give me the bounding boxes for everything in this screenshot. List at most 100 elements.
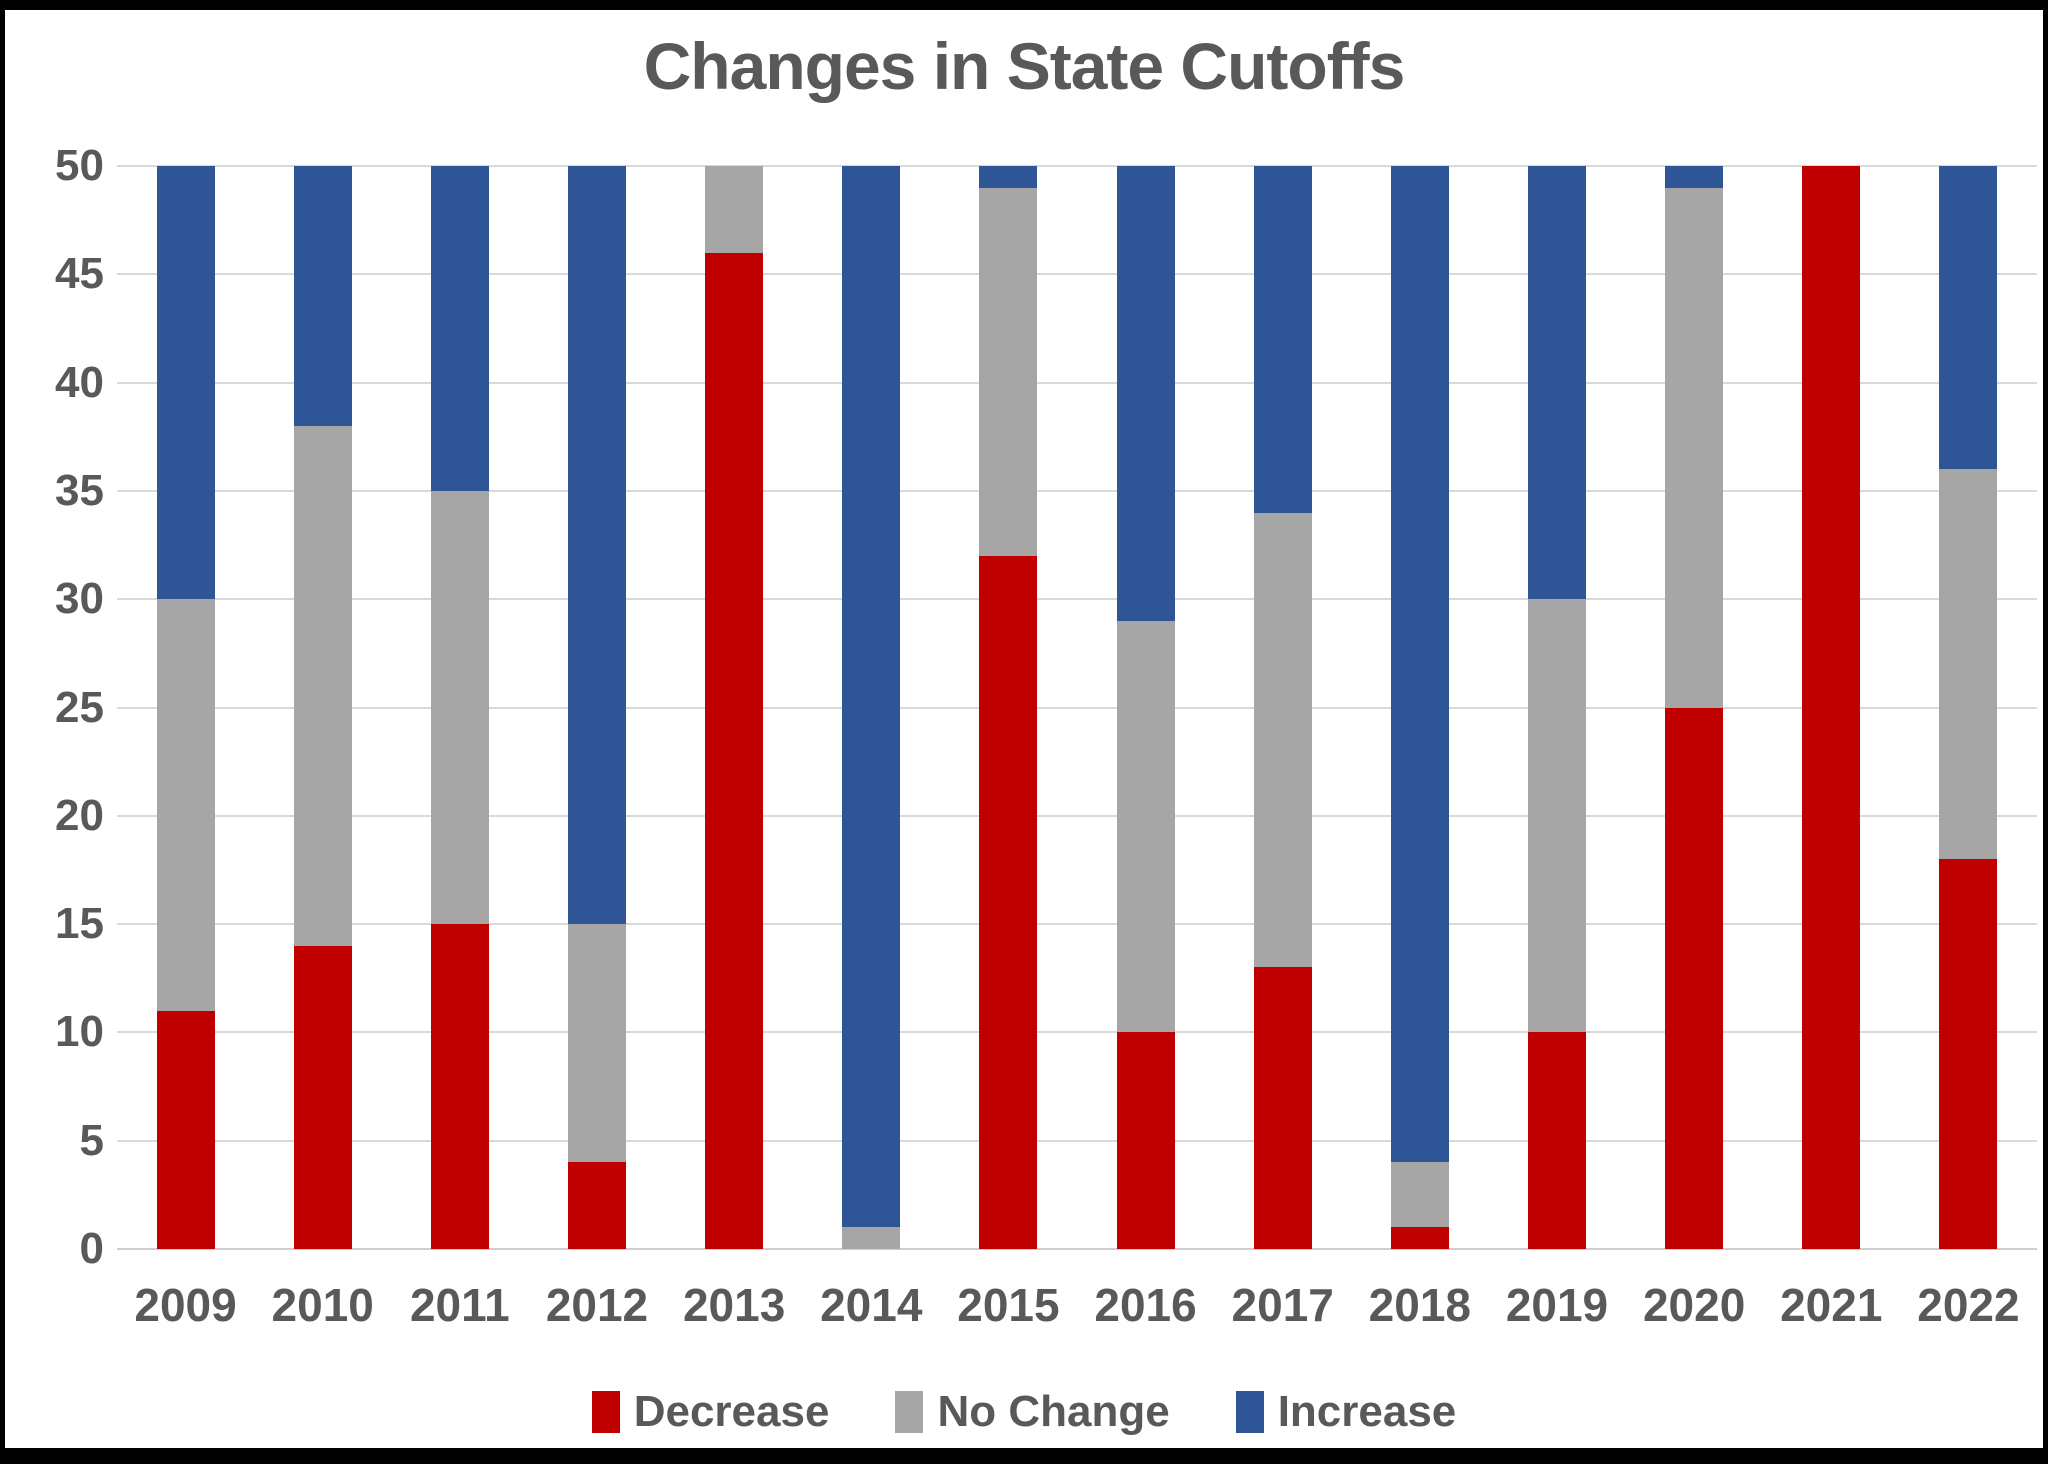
chart-title: Changes in State Cutoffs [643, 29, 1406, 103]
bar-segment-decrease [1390, 1227, 1449, 1249]
gridline [117, 165, 2037, 167]
gridline [117, 381, 2037, 384]
bar-segment-increase [979, 166, 1038, 188]
legend: Decrease No Change Increase [0, 1384, 2048, 1440]
gridline [117, 706, 2037, 709]
bar-2019 [1528, 166, 1586, 1249]
legend-marker-increase [1235, 1391, 1264, 1433]
bar-2009 [156, 166, 215, 1249]
plot-area [117, 165, 2037, 1250]
bar-segment-no-change [156, 599, 215, 1011]
bar-segment-increase [1665, 166, 1724, 188]
bar-segment-no-change [842, 1227, 901, 1249]
x-axis-label: 2018 [1368, 1279, 1472, 1331]
legend-item-decrease: Decrease [591, 1387, 830, 1437]
bar-2020 [1665, 166, 1724, 1249]
y-axis-label: 25 [55, 682, 104, 732]
y-axis-label: 0 [79, 1224, 104, 1273]
bar-segment-increase [156, 166, 215, 600]
bar-segment-increase [1939, 166, 1998, 470]
bar-segment-decrease [1253, 967, 1312, 1249]
bar-segment-decrease [1939, 859, 1998, 1249]
bar-2013 [705, 166, 764, 1249]
legend-marker-no-change [895, 1391, 924, 1433]
bar-segment-no-change [430, 490, 489, 925]
bar-segment-no-change [1253, 512, 1312, 968]
bar-segment-increase [1253, 166, 1312, 513]
y-axis-label: 20 [55, 790, 104, 840]
bar-segment-decrease [979, 555, 1038, 1249]
bar-segment-decrease [1802, 166, 1861, 1249]
bar-segment-increase [568, 166, 626, 925]
bar-2010 [293, 166, 352, 1249]
bar-2021 [1802, 166, 1861, 1249]
bar-segment-decrease [430, 924, 489, 1249]
bar-2016 [1116, 166, 1175, 1249]
legend-marker-decrease [591, 1391, 620, 1433]
x-axis-label: 2009 [134, 1279, 237, 1331]
y-axis-label: 10 [55, 1007, 104, 1057]
gridline [117, 489, 2037, 492]
bar-segment-decrease [1665, 707, 1724, 1249]
legend-label: Decrease [633, 1387, 830, 1436]
bar-segment-increase [430, 166, 489, 491]
bar-2014 [842, 166, 901, 1249]
gridline [117, 273, 2037, 276]
bar-segment-decrease [1116, 1032, 1175, 1249]
bar-segment-no-change [293, 425, 352, 946]
x-axis-label: 2013 [682, 1279, 786, 1331]
bar-segment-no-change [568, 924, 626, 1163]
bar-2012 [568, 166, 626, 1249]
bar-segment-no-change [1116, 620, 1175, 1033]
x-axis-label: 2011 [409, 1279, 510, 1331]
bar-segment-increase [1116, 166, 1175, 621]
bar-segment-no-change [1528, 599, 1586, 1033]
x-axis-label: 2021 [1780, 1279, 1883, 1331]
x-axis-baseline [117, 1248, 2037, 1250]
legend-item-no-change: No Change [895, 1387, 1170, 1437]
gridline [117, 1139, 2037, 1142]
bar-segment-increase [1390, 166, 1449, 1163]
x-axis-label: 2010 [271, 1279, 374, 1331]
x-axis-label: 2017 [1231, 1279, 1334, 1331]
bar-segment-increase [842, 166, 901, 1228]
x-axis-label: 2012 [545, 1279, 649, 1331]
bar-2015 [979, 166, 1038, 1249]
bar-segment-no-change [1665, 187, 1724, 708]
x-axis-label: 2014 [820, 1279, 923, 1331]
y-axis-label: 5 [79, 1115, 104, 1165]
bar-2018 [1390, 166, 1449, 1249]
bar-segment-decrease [156, 1010, 215, 1249]
legend-label: Increase [1277, 1387, 1457, 1436]
bar-segment-decrease [1528, 1032, 1586, 1249]
gridline [117, 1031, 2037, 1034]
x-axis-label: 2022 [1917, 1279, 2020, 1331]
bar-segment-no-change [979, 187, 1038, 556]
y-axis: 0 5 10 15 20 25 30 35 40 45 50 [0, 142, 104, 1273]
bar-segment-decrease [568, 1162, 626, 1249]
x-axis: 2009 2010 2011 2012 2013 2014 2015 2016 2017 2018… [117, 1278, 2037, 1332]
bar-2011 [430, 166, 489, 1249]
gridline [117, 598, 2037, 601]
bar-segment-no-change [1390, 1162, 1449, 1228]
bar-2022 [1939, 166, 1998, 1249]
y-axis-label: 45 [55, 249, 104, 299]
legend-label: No Change [937, 1387, 1170, 1436]
x-axis-label: 2016 [1094, 1279, 1197, 1331]
y-axis-label: 40 [55, 357, 104, 407]
y-axis-label: 30 [55, 574, 104, 624]
bar-segment-decrease [293, 945, 352, 1249]
gridline [117, 923, 2037, 926]
y-axis-label: 50 [55, 141, 104, 190]
y-axis-label: 35 [55, 465, 104, 515]
gridline [117, 814, 2037, 817]
bar-segment-no-change [705, 166, 764, 253]
bar-segment-increase [293, 166, 352, 426]
bar-2017 [1253, 166, 1312, 1249]
bar-segment-no-change [1939, 469, 1998, 860]
bar-segment-increase [1528, 166, 1586, 600]
x-axis-label: 2015 [957, 1279, 1060, 1331]
bar-segment-decrease [705, 252, 764, 1249]
y-axis-label: 15 [55, 899, 104, 949]
